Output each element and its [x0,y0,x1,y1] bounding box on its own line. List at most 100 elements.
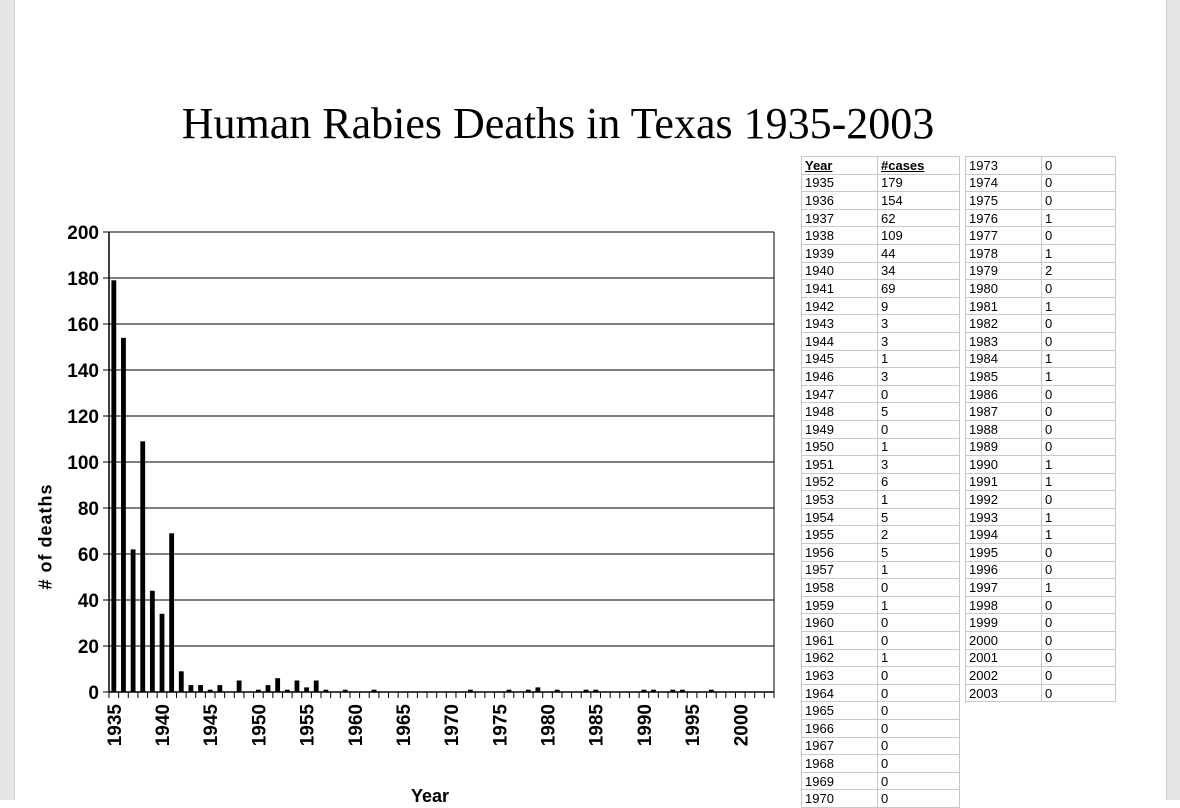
table-row: 1999 0 [965,613,1116,633]
cell-cases: 1 [877,595,960,615]
table-row: 1966 0 [801,719,960,738]
chart-title: Human Rabies Deaths in Texas 1935-2003 [181,99,935,148]
cell-year: 1990 [965,455,1042,474]
x-tick-label: 1955 [298,704,319,747]
x-tick-label: 1970 [442,704,463,746]
cell-year: 1961 [801,631,878,650]
bar [236,680,242,692]
cell-year: 1988 [965,419,1042,439]
x-axis-label: Year [410,786,450,806]
cell-cases: 34 [877,261,960,281]
left-page-margin [0,0,15,800]
cell-cases: 0 [1041,419,1116,439]
table-row: 1939 44 [801,243,960,263]
table-row: 1953 1 [801,490,960,509]
cell-year: 1989 [965,437,1042,457]
cell-cases: 0 [877,578,960,597]
cell-year: 1948 [801,402,878,421]
table-row: 1979 2 [965,261,1116,281]
cell-year: 1942 [801,296,878,316]
table-row: 1969 0 [801,771,960,791]
table-row: 1970 0 [801,789,960,808]
cell-year: 1962 [801,648,878,668]
table-row: 1993 1 [965,507,1116,527]
table-row: 1940 34 [801,261,960,281]
bar [535,687,541,692]
x-tick-label: 1945 [201,704,222,747]
table-row: 1963 0 [801,666,960,685]
table-row: 1945 1 [801,349,960,369]
cell-cases: 1 [1041,507,1116,527]
table-row: 1985 1 [965,367,1116,386]
cell-cases: 1 [1041,208,1116,228]
cell-year: 1980 [965,279,1042,298]
bar [169,533,175,692]
x-tick-label: 1950 [249,704,270,746]
cell-cases: 0 [877,771,960,791]
y-tick-label: 120 [67,407,99,428]
table-row: 1992 0 [965,490,1116,509]
cell-cases: 3 [877,367,960,386]
cell-year: 1974 [965,173,1042,193]
cell-year: 1979 [965,261,1042,281]
y-tick-label: 0 [88,683,99,704]
bar [468,689,473,692]
bar [554,689,560,692]
table-header-row: Year #cases [801,156,960,175]
cell-year: 1966 [801,719,878,738]
cell-year: 1999 [965,613,1042,633]
table-row: 1983 0 [965,331,1116,351]
cell-year: 1995 [965,543,1042,562]
cell-year: 1954 [801,507,878,527]
cell-cases: 0 [877,754,960,773]
table-row: 1958 0 [801,578,960,597]
bar [371,689,377,692]
table-row: 1942 9 [801,296,960,316]
table-row: 1981 1 [965,296,1116,316]
cell-year: 1997 [965,578,1042,597]
cell-cases: 0 [1041,173,1116,193]
table-row: 1965 0 [801,701,960,720]
bar [651,689,656,692]
y-tick-label: 80 [78,499,99,520]
table-row: 1994 1 [965,525,1116,545]
bar [275,678,281,692]
cell-cases: 5 [877,543,960,562]
table-row: 1955 2 [801,525,960,545]
y-tick-label: 40 [78,591,99,612]
bar [304,687,309,692]
table-row: 1988 0 [965,419,1116,439]
cell-cases: 2 [877,525,960,545]
x-tick-label: 1990 [635,704,656,746]
table-row: 1956 5 [801,543,960,562]
table-row: 1990 1 [965,455,1116,474]
bars [111,280,714,692]
cell-cases: 0 [877,683,960,703]
x-tick-label: 1935 [105,704,126,747]
bar [583,689,589,692]
cell-cases: 1 [1041,525,1116,545]
table-row: 1987 0 [965,402,1116,421]
bar [670,689,676,692]
table-row: 1996 0 [965,560,1116,580]
cell-year: 1998 [965,595,1042,615]
cell-year: 1987 [965,402,1042,421]
cell-year: 1973 [965,156,1042,175]
table-row: 1957 1 [801,560,960,580]
cell-cases: 9 [877,296,960,316]
cell-cases: 1 [1041,578,1116,597]
cell-cases: 1 [877,648,960,668]
table-row: 1989 0 [965,437,1116,457]
table-row: 1984 1 [965,349,1116,369]
x-tick-label: 1980 [539,704,560,746]
table-row: 1947 0 [801,384,960,404]
cell-cases: 0 [1041,543,1116,562]
table-row: 1954 5 [801,507,960,527]
cell-year: 1958 [801,578,878,597]
table-row: 1986 0 [965,384,1116,404]
y-tick-label: 140 [67,361,99,382]
cell-cases: 1 [877,349,960,369]
gridlines [109,231,774,647]
scrollbar-track[interactable] [1166,0,1180,800]
cell-year: 1985 [965,367,1042,386]
